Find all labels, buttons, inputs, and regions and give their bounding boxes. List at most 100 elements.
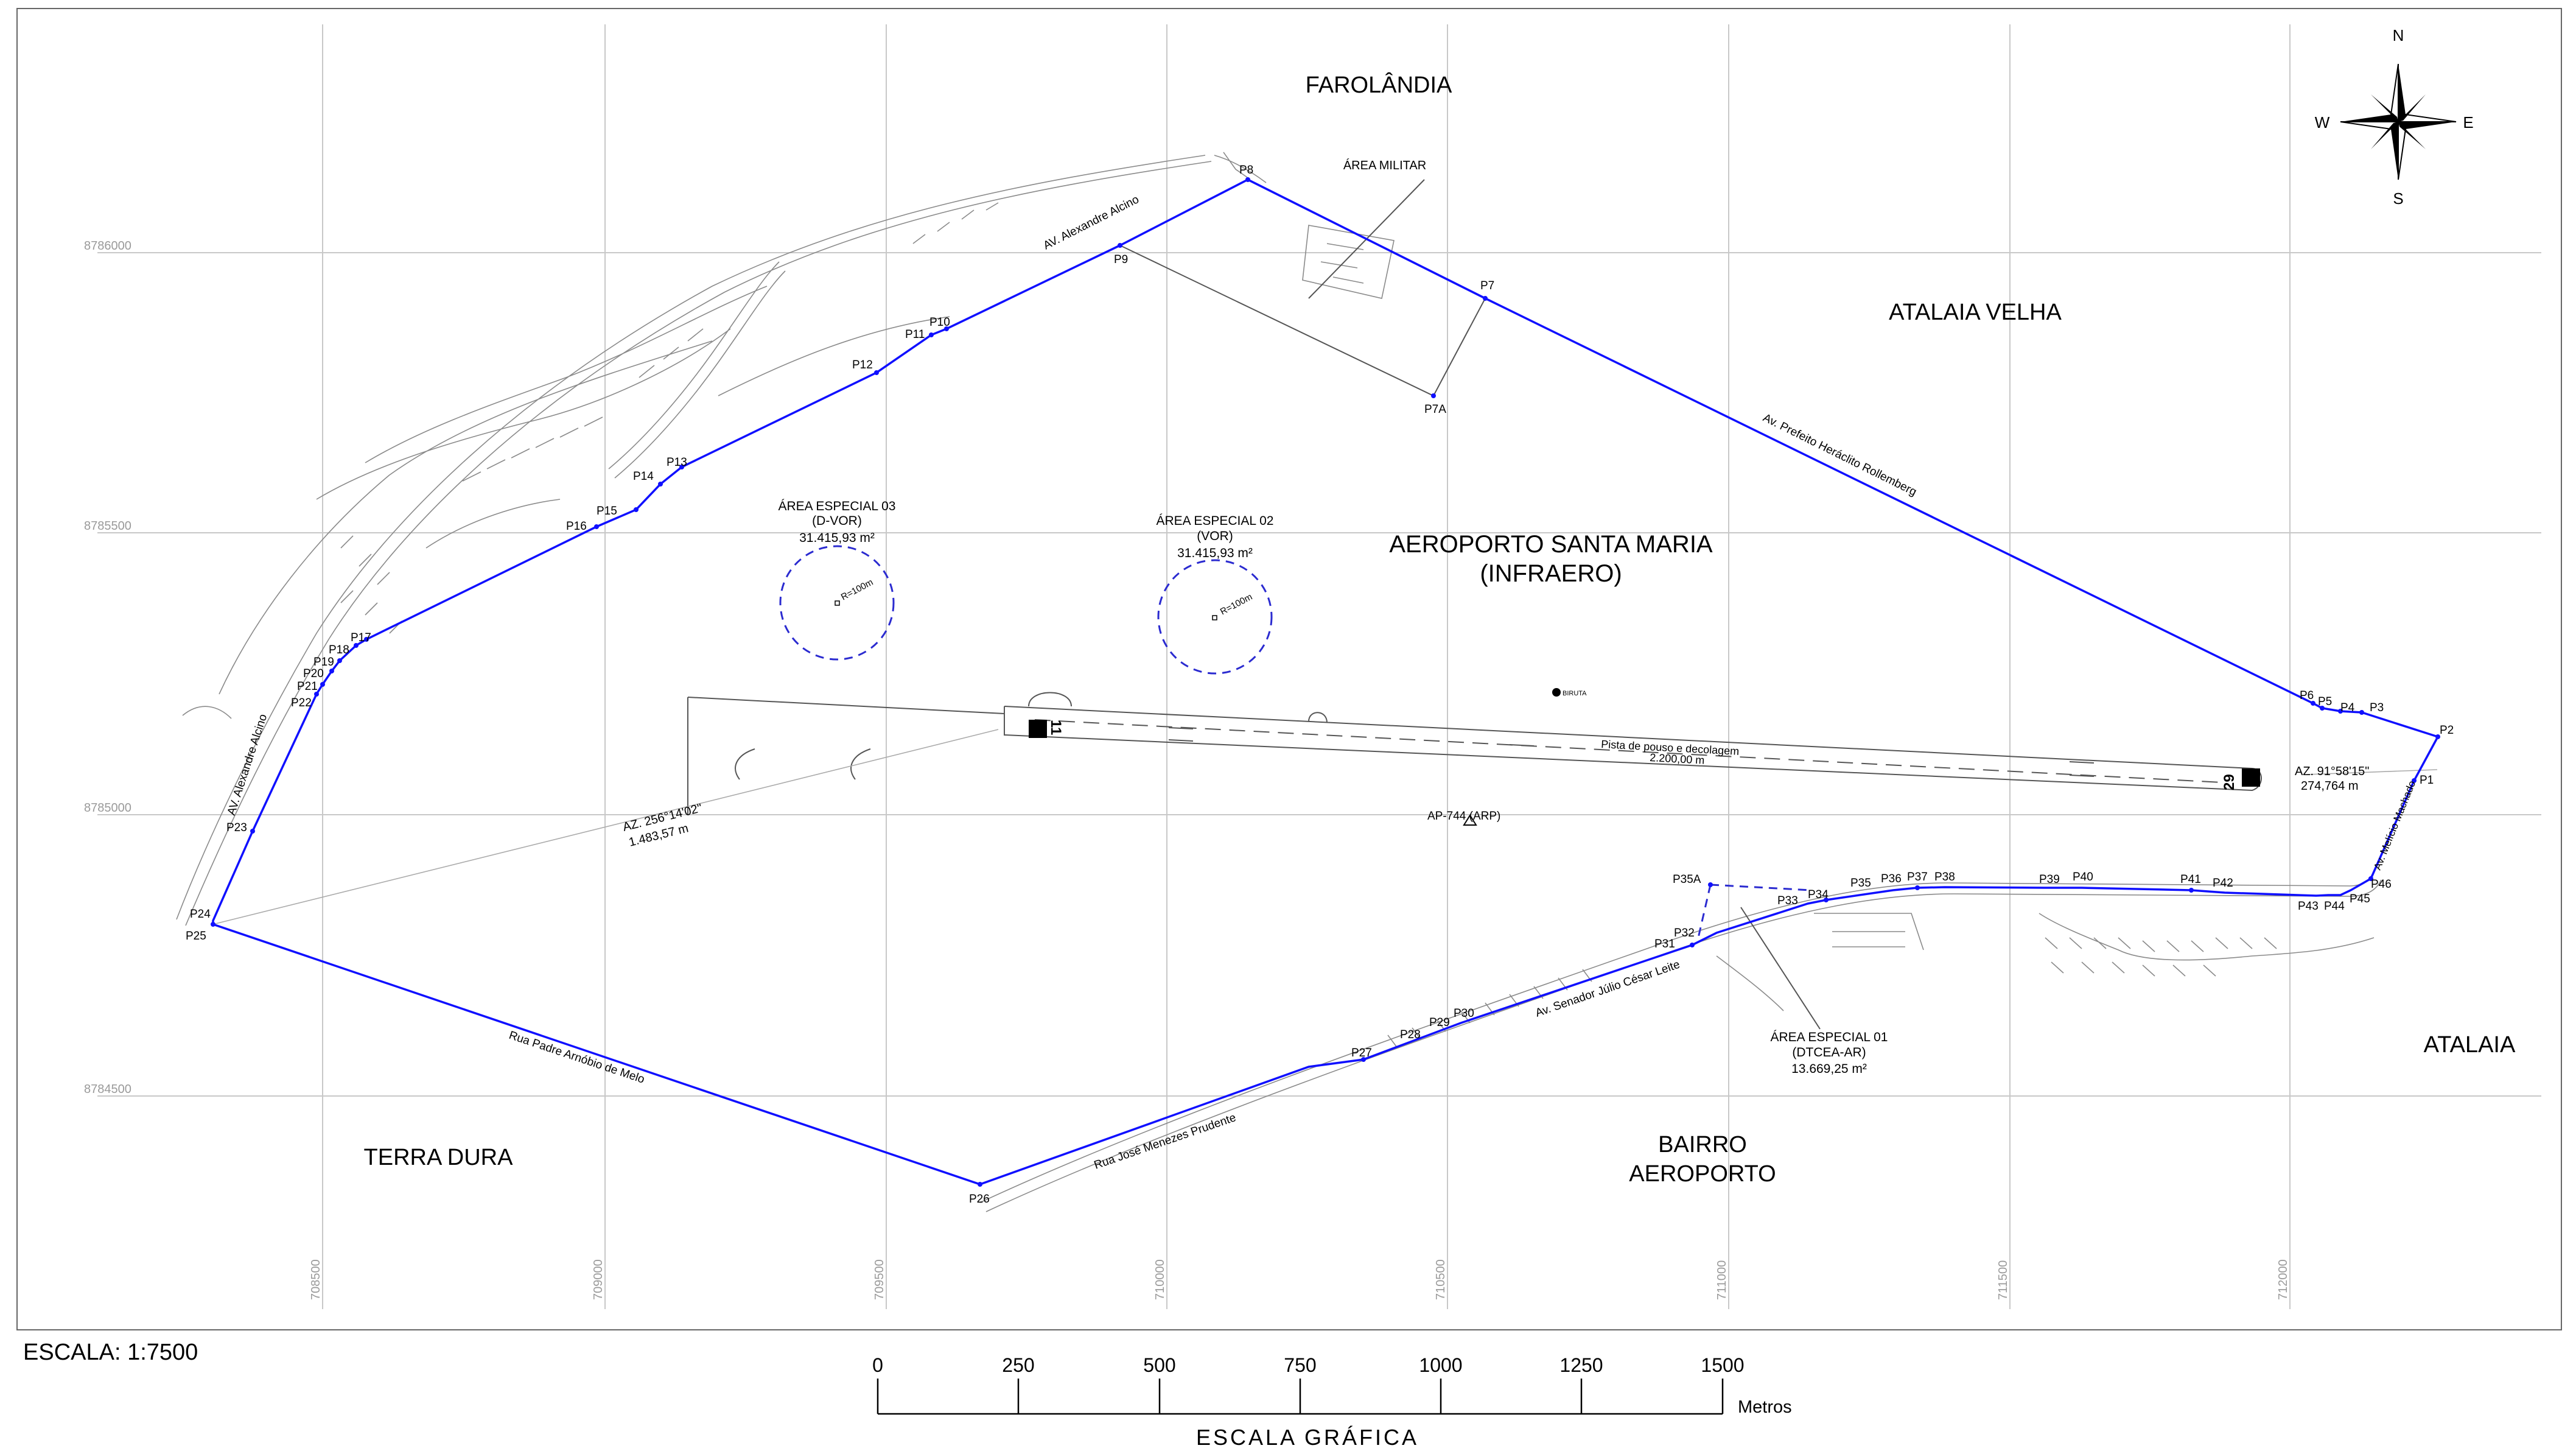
point-label-p21: P21: [297, 680, 318, 693]
point-label-p7: P7: [1480, 279, 1494, 292]
street-padre-arnobio: Rua Padre Arnóbio de Melo: [507, 1029, 646, 1086]
point-label-p34: P34: [1808, 888, 1829, 901]
site-boundary: [212, 178, 2439, 1186]
northing-label: 8784500: [84, 1083, 131, 1096]
neighborhood-bairro-aeroporto-line2: AEROPORTO: [1629, 1161, 1776, 1187]
point-label-p27: P27: [1351, 1047, 1372, 1059]
vor-marker: [1212, 615, 1217, 620]
street-julio-cesar-leite: Av. Senador Júlio César Leite: [1534, 958, 1682, 1020]
point-label-p31: P31: [1654, 938, 1675, 950]
point-label-p8: P8: [1239, 164, 1253, 177]
special-area-02-circle: [1157, 559, 1273, 675]
compass-east: E: [2463, 113, 2473, 132]
easting-label: 710000: [1153, 1259, 1167, 1300]
scale-tick-label: 250: [1002, 1354, 1034, 1376]
military-area-label: ÁREA MILITAR: [1343, 158, 1426, 172]
point-label-p37: P37: [1907, 871, 1928, 884]
point-label-p35: P35: [1850, 877, 1871, 890]
street-alexandre-alcino-north: AV. Alexandre Alcino: [1041, 193, 1141, 252]
street-heraclito-rollemberg: Av. Prefeito Heráclito Rollemberg: [1761, 412, 1919, 499]
point-label-p13: P13: [667, 456, 687, 469]
neighborhood-farolandia: FAROLÂNDIA: [1306, 72, 1452, 98]
point-label-p45: P45: [2350, 893, 2370, 905]
special-area-01-area: 13.669,25 m²: [1791, 1062, 1867, 1076]
runway-complex: [687, 688, 2262, 826]
special-area-02-area: 31.415,93 m²: [1177, 546, 1253, 560]
point-label-p30: P30: [1454, 1007, 1474, 1020]
easting-label: 711000: [1715, 1260, 1729, 1300]
scale-unit: Metros: [1738, 1397, 1792, 1417]
point-label-p32: P32: [1674, 927, 1695, 940]
point-label-p22: P22: [291, 697, 312, 709]
point-label-p18: P18: [329, 644, 349, 656]
easting-label: 708500: [309, 1259, 323, 1300]
northing-label: 8785500: [84, 519, 131, 533]
dvor-marker: [835, 600, 840, 606]
point-label-p42: P42: [2213, 877, 2233, 890]
leader-line: [1740, 907, 1821, 1030]
neighborhood-atalaia: ATALAIA: [2424, 1032, 2516, 1058]
point-label-p17: P17: [351, 631, 371, 644]
airport-name: AEROPORTO SANTA MARIA: [1389, 531, 1713, 558]
northing-label: 8786000: [84, 239, 131, 253]
point-label-p4: P4: [2340, 701, 2355, 714]
special-area-02-subtitle: (VOR): [1197, 529, 1233, 543]
special-area-03-title: ÁREA ESPECIAL 03: [779, 499, 896, 513]
point-label-p2: P2: [2440, 724, 2454, 737]
point-label-p29: P29: [1429, 1016, 1450, 1029]
scale-tick-label: 1250: [1559, 1354, 1603, 1376]
compass-north: N: [2393, 26, 2404, 44]
point-label-p41: P41: [2180, 873, 2201, 886]
special-area-02-radius: R=100m: [1219, 592, 1254, 617]
point-label-p25: P25: [186, 930, 206, 943]
neighborhood-atalaia-velha: ATALAIA VELHA: [1889, 300, 2062, 325]
windsock-label: BIRUTA: [1563, 690, 1587, 697]
point-label-p11: P11: [905, 328, 925, 341]
runway-length: 2.200,00 m: [1650, 751, 1705, 767]
threshold-29-label: 29: [2221, 774, 2238, 790]
point-label-p26: P26: [969, 1193, 990, 1206]
urban-area-northwest: [176, 152, 1267, 926]
point-label-p10: P10: [929, 316, 950, 329]
point-label-p39: P39: [2039, 873, 2060, 886]
special-area-01-subtitle: (DTCEA-AR): [1792, 1045, 1866, 1059]
point-label-p23: P23: [226, 821, 247, 834]
point-label-p36: P36: [1881, 873, 1902, 885]
point-label-p35a: P35A: [1673, 873, 1701, 886]
point-label-p14: P14: [633, 470, 654, 483]
special-area-03-radius: R=100m: [839, 577, 875, 603]
point-label-p24: P24: [190, 908, 211, 921]
point-label-p20: P20: [303, 667, 324, 680]
point-label-p33: P33: [1777, 894, 1798, 907]
map-frame: [16, 8, 2562, 1330]
azimuth-1-distance: 274,764 m: [2301, 779, 2359, 793]
street-jose-menezes: Rua José Menezes Prudente: [1093, 1111, 1238, 1172]
arp-marker: [1463, 814, 1477, 826]
coordinate-grid: [97, 24, 2541, 1309]
point-label-p16: P16: [566, 520, 587, 533]
compass-south: S: [2393, 189, 2403, 208]
threshold-11-label: 11: [1048, 720, 1064, 735]
point-label-p15: P15: [597, 505, 617, 518]
point-label-p44: P44: [2324, 900, 2345, 913]
easting-label: 709000: [592, 1259, 605, 1300]
point-label-p28: P28: [1400, 1028, 1421, 1041]
scale-tick-label: 1000: [1419, 1354, 1462, 1376]
point-label-p19: P19: [313, 656, 334, 669]
azimuth-1-angle: AZ. 91°58'15": [2295, 765, 2369, 778]
military-area: [1302, 179, 1425, 299]
scale-tick-label: 0: [872, 1354, 883, 1376]
vertex-ticks: [211, 177, 2440, 1187]
easting-label: 712000: [2277, 1259, 2290, 1300]
threshold-11-marker: [1029, 720, 1047, 738]
internal-boundary-lines: [212, 245, 2438, 925]
point-label-p46: P46: [2371, 878, 2392, 891]
windsock-marker: [1552, 688, 1561, 697]
scale-title: ESCALA GRÁFICA: [1196, 1425, 1419, 1450]
scale-text: ESCALA: 1:7500: [23, 1340, 198, 1365]
scale-tick-label: 750: [1284, 1354, 1316, 1376]
compass-rose-icon: [2340, 63, 2457, 180]
point-label-p3: P3: [2370, 701, 2384, 714]
neighborhood-bairro-aeroporto-line1: BAIRRO: [1658, 1132, 1747, 1158]
point-label-p6: P6: [2300, 689, 2314, 702]
